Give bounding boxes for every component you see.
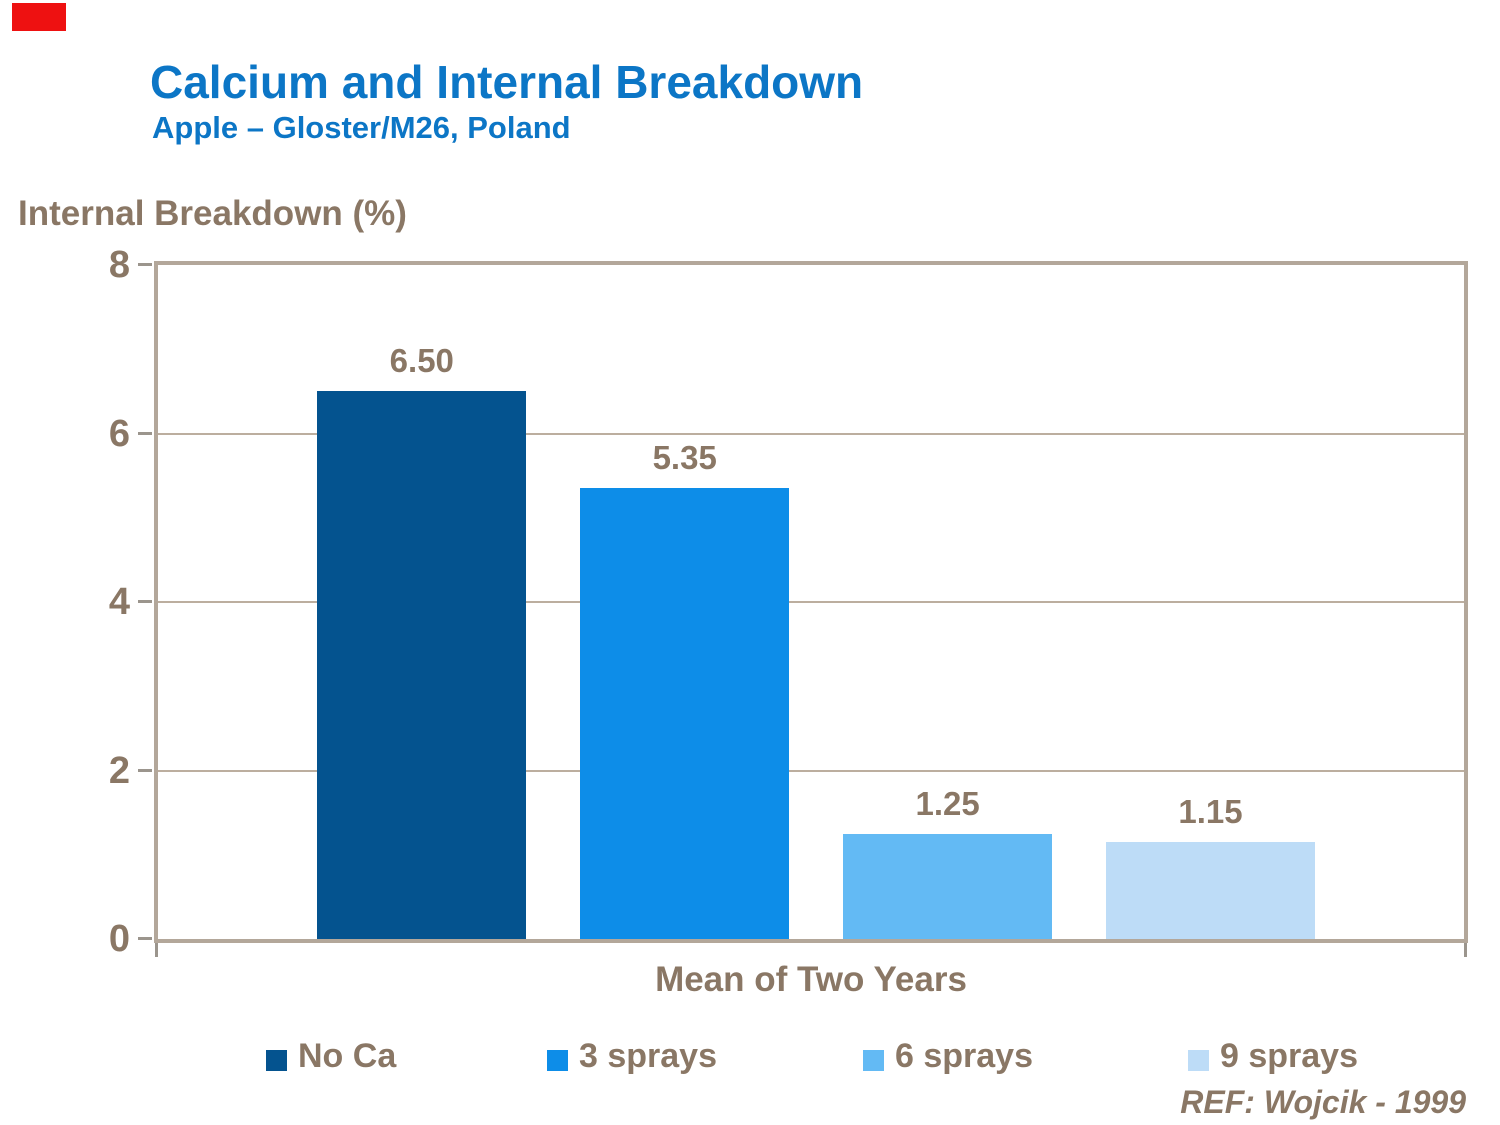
y-tick-label-6: 6 xyxy=(108,412,130,455)
bar-6-sprays xyxy=(843,833,1053,939)
legend-label: 3 sprays xyxy=(579,1036,717,1075)
legend-swatch-icon xyxy=(547,1049,568,1071)
legend-label: No Ca xyxy=(298,1036,397,1075)
plot-area: 0 2 4 6 8 6.50 5.35 1.25 1.15 xyxy=(109,246,1468,958)
y-tick-mark-8 xyxy=(138,263,152,266)
legend-label: 9 sprays xyxy=(1220,1036,1358,1075)
y-tick-mark-6 xyxy=(138,431,152,435)
legend-swatch-icon xyxy=(266,1049,287,1071)
y-tick-mark-2 xyxy=(138,768,152,772)
y-axis-title: Internal Breakdown (%) xyxy=(18,194,407,233)
y-tick-label-2: 2 xyxy=(108,749,130,792)
x-tick-left xyxy=(155,943,158,957)
bar-value-label-6-sprays: 1.25 xyxy=(915,784,980,822)
gridline-2 xyxy=(158,769,1464,772)
gridline-4 xyxy=(158,601,1464,603)
chart-title: Calcium and Internal Breakdown xyxy=(150,56,864,108)
legend-item-no-ca: No Ca xyxy=(266,1036,396,1076)
y-tick-mark-0 xyxy=(138,937,152,940)
red-corner-mark xyxy=(12,3,66,31)
bar-9-sprays xyxy=(1106,842,1315,939)
y-tick-label-4: 4 xyxy=(108,581,130,623)
x-tick-right xyxy=(1464,943,1467,957)
legend-item-3-sprays: 3 sprays xyxy=(547,1036,717,1076)
x-axis-title: Mean of Two Years xyxy=(655,960,967,999)
y-tick-mark-4 xyxy=(138,600,152,603)
bar-value-label-no-ca: 6.50 xyxy=(389,342,454,380)
bar-no-ca xyxy=(317,391,527,939)
legend-swatch-icon xyxy=(863,1049,884,1071)
legend-label: 6 sprays xyxy=(895,1036,1033,1075)
bar-value-label-9-sprays: 1.15 xyxy=(1178,793,1243,831)
legend-swatch-icon xyxy=(1188,1049,1209,1071)
chart-subtitle: Apple – Gloster/M26, Poland xyxy=(152,110,571,145)
y-tick-label-8: 8 xyxy=(108,244,130,286)
reference-note: REF: Wojcik - 1999 xyxy=(1180,1084,1466,1120)
legend-item-9-sprays: 9 sprays xyxy=(1188,1036,1358,1076)
bar-3-sprays xyxy=(580,488,790,939)
legend-item-6-sprays: 6 sprays xyxy=(863,1036,1033,1076)
bar-value-label-3-sprays: 5.35 xyxy=(652,439,717,477)
gridline-6 xyxy=(158,432,1464,435)
y-tick-label-0: 0 xyxy=(108,918,130,960)
